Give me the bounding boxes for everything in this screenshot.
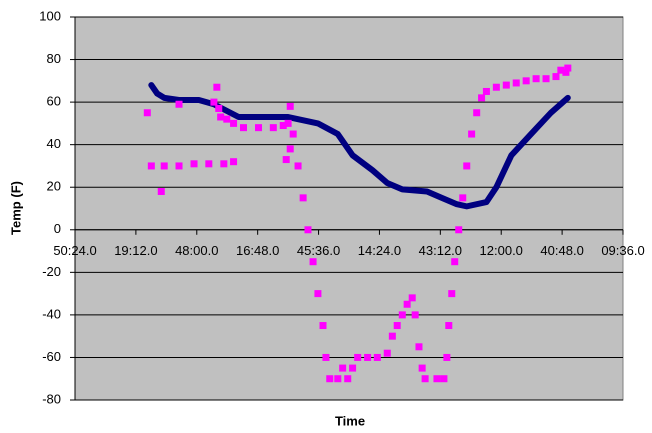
- marker: [354, 353, 362, 361]
- marker: [552, 73, 560, 81]
- y-tick-label: 60: [47, 94, 61, 109]
- marker: [468, 130, 476, 138]
- marker: [388, 332, 396, 340]
- marker: [459, 194, 467, 202]
- marker: [411, 311, 419, 319]
- marker: [299, 194, 307, 202]
- y-tick-label: -20: [42, 264, 61, 279]
- marker: [557, 66, 565, 74]
- marker: [443, 353, 451, 361]
- marker: [421, 375, 429, 383]
- marker: [294, 162, 302, 170]
- x-tick-label: 12:00.0: [480, 243, 523, 258]
- marker: [282, 156, 290, 164]
- marker: [322, 353, 330, 361]
- marker: [482, 87, 490, 95]
- marker: [269, 124, 277, 132]
- marker: [383, 349, 391, 357]
- marker: [478, 94, 486, 102]
- marker: [205, 160, 213, 168]
- marker: [502, 81, 510, 89]
- marker: [286, 145, 294, 153]
- marker: [463, 162, 471, 170]
- marker: [349, 364, 357, 372]
- x-axis-title: Time: [335, 413, 365, 428]
- marker: [175, 100, 183, 108]
- marker: [445, 322, 453, 330]
- marker: [532, 75, 540, 83]
- marker: [217, 113, 225, 121]
- x-tick-label: 40:48.0: [540, 243, 583, 258]
- marker: [418, 364, 426, 372]
- marker: [286, 102, 294, 110]
- marker: [223, 115, 231, 123]
- marker: [415, 343, 423, 351]
- marker: [403, 300, 411, 308]
- marker: [284, 119, 292, 127]
- marker: [190, 160, 198, 168]
- marker: [240, 124, 248, 132]
- y-tick-label: 20: [47, 179, 61, 194]
- marker: [309, 258, 317, 266]
- y-tick-label: -80: [42, 391, 61, 406]
- marker: [279, 122, 287, 130]
- marker: [319, 322, 327, 330]
- marker: [455, 226, 463, 234]
- x-tick-label: 45:36.0: [297, 243, 340, 258]
- marker: [433, 375, 441, 383]
- marker: [334, 375, 342, 383]
- y-tick-label: 40: [47, 136, 61, 151]
- marker: [564, 64, 572, 72]
- marker: [373, 353, 381, 361]
- series-line: [148, 82, 571, 210]
- x-tick-label: 16:48.0: [236, 243, 279, 258]
- y-tick-label: 80: [47, 51, 61, 66]
- marker: [175, 162, 183, 170]
- y-tick-label: -40: [42, 306, 61, 321]
- y-tick-label: 0: [54, 221, 61, 236]
- marker: [473, 109, 481, 117]
- marker: [562, 68, 570, 76]
- marker: [147, 162, 155, 170]
- marker: [143, 109, 151, 117]
- x-tick-label: 09:36.0: [601, 243, 644, 258]
- y-axis-title: Temp (F): [8, 181, 23, 235]
- marker: [160, 162, 168, 170]
- marker: [448, 290, 456, 298]
- marker: [210, 98, 218, 106]
- x-tick-label: 50:24.0: [53, 243, 96, 258]
- marker: [440, 375, 448, 383]
- marker: [522, 77, 530, 85]
- marker: [230, 158, 238, 166]
- x-tick-label: 43:12.0: [419, 243, 462, 258]
- marker: [304, 226, 312, 234]
- marker: [542, 75, 550, 83]
- marker: [512, 79, 520, 87]
- marker: [326, 375, 334, 383]
- y-tick-label: -60: [42, 349, 61, 364]
- marker: [492, 83, 500, 91]
- marker: [344, 375, 352, 383]
- marker: [364, 353, 372, 361]
- marker: [339, 364, 347, 372]
- marker: [157, 187, 165, 195]
- marker: [451, 258, 459, 266]
- marker: [213, 83, 221, 91]
- marker: [220, 160, 228, 168]
- marker: [289, 130, 297, 138]
- plot-area: [74, 16, 624, 401]
- marker: [255, 124, 263, 132]
- marker: [393, 322, 401, 330]
- x-tick-label: 19:12.0: [114, 243, 157, 258]
- marker: [314, 290, 322, 298]
- y-tick-label: 100: [39, 8, 61, 23]
- x-tick-label: 48:00.0: [175, 243, 218, 258]
- marker: [230, 119, 238, 127]
- marker: [215, 104, 223, 112]
- x-tick-label: 14:24.0: [358, 243, 401, 258]
- marker: [408, 294, 416, 302]
- marker: [398, 311, 406, 319]
